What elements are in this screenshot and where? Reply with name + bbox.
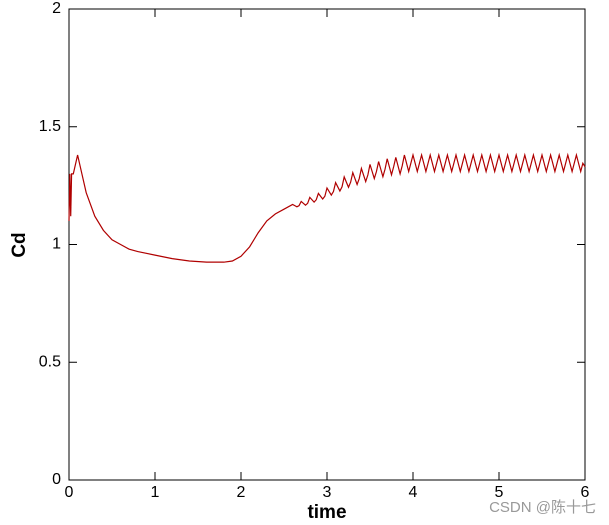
y-tick-label: 0 — [52, 471, 61, 488]
x-tick-label: 0 — [65, 484, 74, 501]
y-axis-label: Cd — [9, 232, 30, 257]
y-tick-label: 1.5 — [39, 118, 61, 135]
x-tick-label: 6 — [581, 484, 590, 501]
plot-frame — [68, 8, 586, 481]
x-tick-label: 4 — [409, 484, 418, 501]
watermark: CSDN @陈十七 — [489, 498, 596, 516]
y-tick-label: 1 — [52, 236, 61, 253]
x-tick-label: 1 — [151, 484, 160, 501]
x-tick-label: 2 — [237, 484, 246, 501]
y-tick-label: 2 — [52, 0, 61, 17]
x-tick-label: 3 — [323, 484, 332, 501]
x-tick-label: 5 — [495, 484, 504, 501]
data-line — [68, 152, 586, 263]
y-tick-label: 0.5 — [39, 353, 61, 370]
x-axis-label: time — [307, 502, 346, 523]
